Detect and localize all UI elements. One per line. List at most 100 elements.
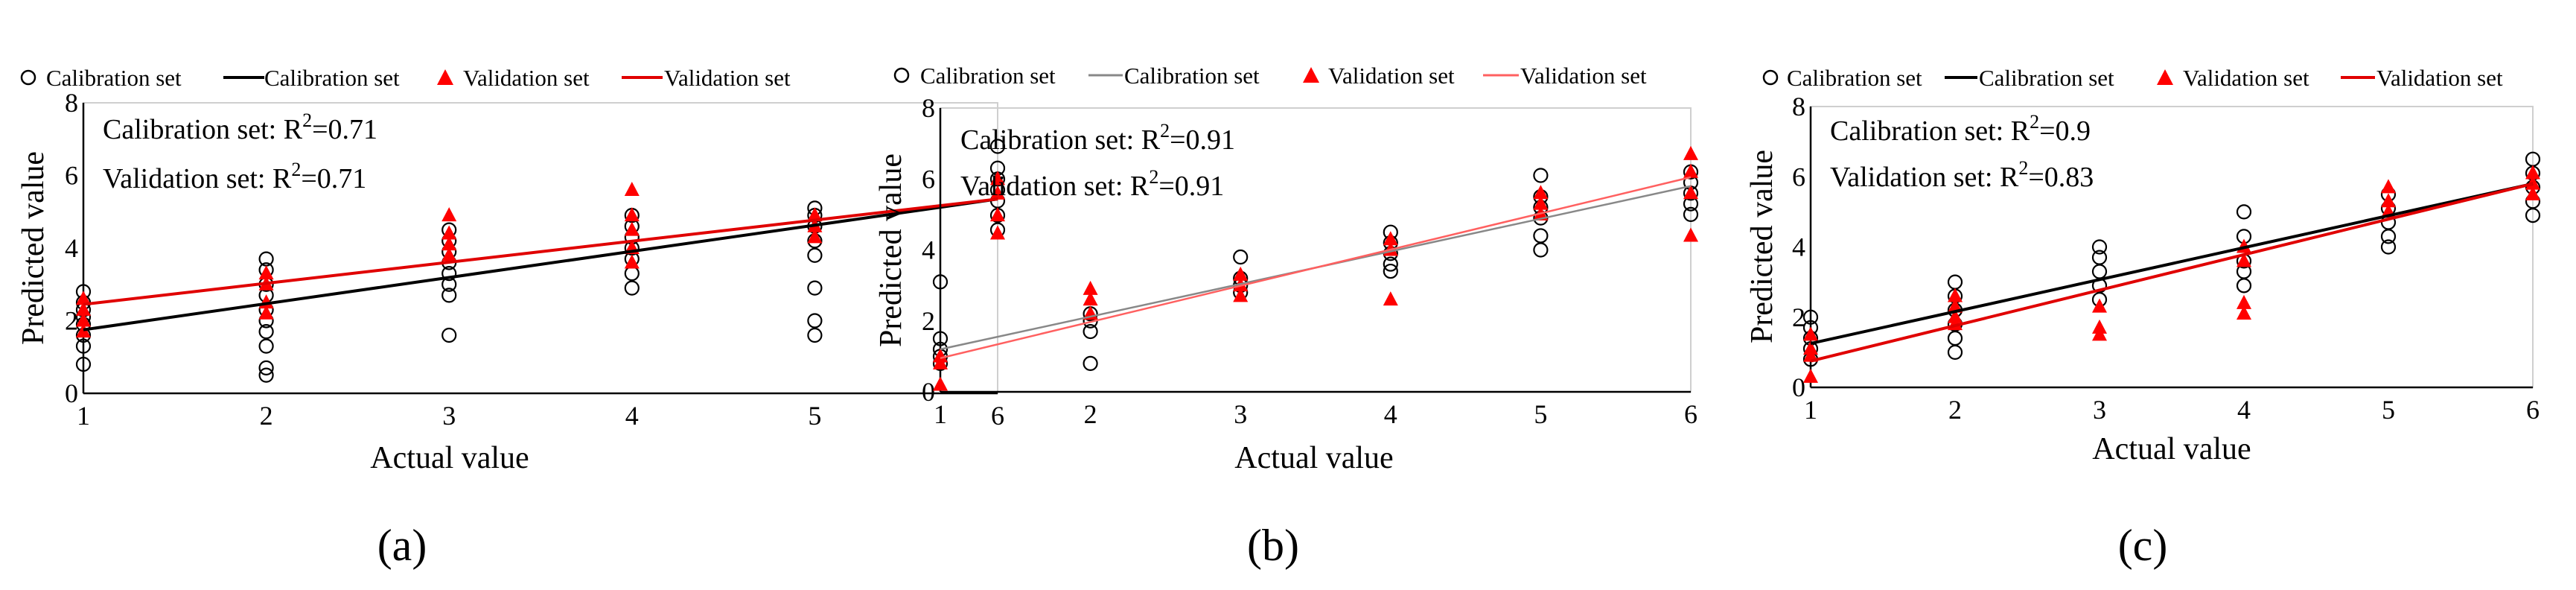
panel-a-validation-point xyxy=(807,229,823,244)
panel-a-annotation-validation-prefix: Validation set: R xyxy=(103,163,292,194)
panel-a-calibration-point xyxy=(807,313,823,329)
panel-b-y-tick-label: 6 xyxy=(922,164,935,194)
panel-c-marks xyxy=(1802,151,2541,383)
panel-b-calibration-point xyxy=(932,274,949,290)
panel-b-x-tick-label: 4 xyxy=(1384,399,1397,429)
panel-a-annotation-calibration-prefix: Calibration set: R xyxy=(103,114,303,145)
panel-b-calibration-point xyxy=(1533,242,1549,258)
panel-a-validation-point xyxy=(807,207,823,222)
panel-b-y-tick-label: 4 xyxy=(922,235,935,265)
panel-c-annotation-calibration-prefix: Calibration set: R xyxy=(1830,115,2030,147)
panel-b-legend-calibration-label: Calibration set xyxy=(920,63,1056,89)
panel-c-validation-point xyxy=(2237,305,2251,320)
panel-a-x-tick-label: 6 xyxy=(991,401,1004,431)
panel-b-validation-point xyxy=(1533,185,1549,200)
panel-b-validation-point xyxy=(1233,266,1249,281)
panel-a-validation-point xyxy=(990,185,1005,200)
panel-c-calibration-fit-line xyxy=(1810,182,2534,346)
panel-b-x-tick-label: 1 xyxy=(934,399,947,429)
panel-b-validation-point xyxy=(1233,288,1249,302)
panel-a-validation-point xyxy=(441,236,457,251)
panel-c-validation-point xyxy=(1948,308,1963,323)
panel-a-top-tick-label: 8 xyxy=(65,88,78,118)
panel-a-validation-point xyxy=(624,221,640,236)
panel-b-calibration-point xyxy=(1083,323,1098,340)
panel-c-annotation-calibration-sup: 2 xyxy=(2030,111,2039,133)
panel-a-y-tick-label: 4 xyxy=(65,233,78,263)
panel-c-y-tick-label: 4 xyxy=(1792,232,1805,262)
panel-c-validation-point xyxy=(2381,179,2396,194)
panel-c-annotation-validation-value: =0.83 xyxy=(2028,162,2094,193)
panel-a-calibration-point xyxy=(75,338,92,354)
panel-c-validation-point xyxy=(2525,185,2540,200)
panel-a-annotation-calibration-value: =0.71 xyxy=(312,114,377,145)
panel-c-calibration-point xyxy=(1947,344,1963,360)
panel-c-validation-fit-line xyxy=(1810,182,2534,363)
panel-a-validation-point xyxy=(258,265,274,280)
panel-b-validation-point xyxy=(1683,185,1698,200)
panel-c-calibration-point xyxy=(1947,274,1963,290)
panel-a-y-axis-title: Predicted value xyxy=(16,151,51,345)
panel-a-calibration-point xyxy=(441,266,457,282)
panel-b-calibration-point xyxy=(1083,355,1098,371)
panel-a-validation-point xyxy=(76,301,91,316)
panel-b-validation-point xyxy=(1383,231,1398,246)
panel-b-validation-point xyxy=(1683,227,1698,242)
panel-c-y-tick-label: 2 xyxy=(1792,302,1805,332)
panel-b-legend-validation-marker xyxy=(1303,67,1319,83)
panel-b-calibration-point xyxy=(1383,263,1398,279)
panel-b-ticks: 1 2 3 4 5 6 0 2 4 6 8 xyxy=(922,93,1697,429)
panel-a-plot-area xyxy=(83,102,998,394)
panel-b-validation-point xyxy=(933,355,948,369)
panel-c-legend: Calibration set Calibration set Validati… xyxy=(1762,65,2503,91)
panel-a-x-tick-label: 5 xyxy=(808,401,821,431)
panel-c-x-tick-label: 3 xyxy=(2093,395,2106,425)
panel-a: Calibration set Calibration set Validati… xyxy=(16,65,1006,570)
panel-c-annotation-validation: Validation set: R2=0.83 xyxy=(1830,157,2094,193)
panel-a-annotation-validation-value: =0.71 xyxy=(301,163,366,194)
panel-a-validation-point xyxy=(76,323,91,338)
panel-a-calibration-point xyxy=(258,338,274,354)
panel-b-validation-point xyxy=(1683,163,1698,178)
panel-b-annotation-validation-prefix: Validation set: R xyxy=(960,171,1150,202)
panel-c-x-tick-label: 1 xyxy=(1804,395,1817,425)
panel-b-annotation-validation-value: =0.91 xyxy=(1158,171,1224,202)
panel-b-label: (b) xyxy=(1247,521,1299,570)
panel-a-calibration-fit-line xyxy=(83,197,998,332)
panel-b-x-tick-label: 6 xyxy=(1684,399,1697,429)
panel-c-legend-calibration-label: Calibration set xyxy=(1787,65,1922,91)
panel-c-calibration-point xyxy=(2236,278,2252,294)
panel-a-calibration-point xyxy=(258,367,274,383)
panel-c-calibration-point xyxy=(2380,239,2397,255)
panel-c-calibration-point xyxy=(1947,330,1963,346)
panel-a-validation-point xyxy=(990,207,1005,222)
panel-a-calibration-point xyxy=(75,356,92,372)
panel-b-x-tick-label: 5 xyxy=(1534,399,1547,429)
panel-b-calibration-point xyxy=(932,331,949,346)
panel-a-label: (a) xyxy=(377,521,427,570)
panel-a-validation-point xyxy=(990,171,1005,185)
panel-a-validation-point xyxy=(258,305,274,320)
panel-a-annotation-validation: Validation set: R2=0.71 xyxy=(103,159,366,194)
panel-b-validation-fit-line xyxy=(940,176,1692,359)
panel-c-calibration-point xyxy=(2236,204,2252,220)
panel-a-validation-point xyxy=(624,182,640,196)
panel-a-calibration-point xyxy=(441,327,457,343)
panel-a-legend-validation-line-label: Validation set xyxy=(664,65,791,91)
panel-a-x-tick-label: 4 xyxy=(625,401,639,431)
panel-a-calibration-point xyxy=(989,139,1006,154)
panel-b: Calibration set Calibration set Validati… xyxy=(874,63,1699,570)
panel-c-plot-area xyxy=(1810,106,2534,388)
panel-c-annotation-validation-sup: 2 xyxy=(2018,157,2028,179)
panel-b-calibration-point xyxy=(1533,168,1549,183)
panel-a-calibration-point xyxy=(258,360,274,375)
panel-a-calibration-point xyxy=(807,247,823,263)
panel-b-annotation-validation-sup: 2 xyxy=(1149,166,1158,188)
panel-b-validation-point xyxy=(933,376,948,391)
panel-c-x-axis-title: Actual value xyxy=(2092,432,2251,466)
panel-c-validation-point xyxy=(2525,165,2540,180)
panel-a-calibration-point xyxy=(807,280,823,296)
panel-a-validation-point xyxy=(441,207,457,222)
panel-c-calibration-point xyxy=(2091,239,2108,255)
